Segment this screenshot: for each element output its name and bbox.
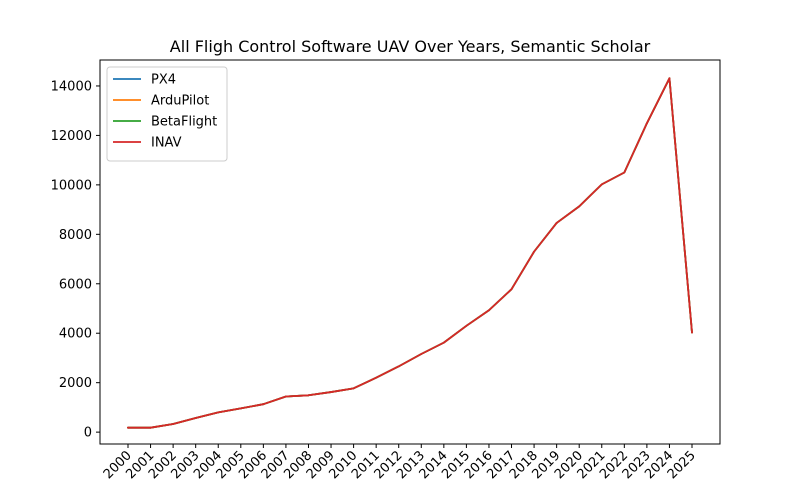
data-point-inav-2023 xyxy=(645,122,648,125)
data-point-inav-2015 xyxy=(465,324,468,327)
data-point-inav-2008 xyxy=(307,394,310,397)
data-point-inav-2024 xyxy=(668,77,671,80)
legend-label-px4: PX4 xyxy=(151,73,176,88)
legend: PX4 ArduPilot BetaFlight INAV xyxy=(106,66,228,162)
data-point-inav-2000 xyxy=(127,426,129,429)
y-tick-label: 4000 xyxy=(59,327,92,342)
legend-label-inav: INAV xyxy=(151,136,182,151)
data-point-inav-2016 xyxy=(488,309,490,312)
y-tick-label: 6000 xyxy=(59,277,92,292)
series-layer xyxy=(127,77,693,429)
data-point-inav-2005 xyxy=(239,407,242,410)
data-point-inav-2004 xyxy=(217,411,220,414)
data-point-inav-2025 xyxy=(691,331,693,334)
y-tick-label: 14000 xyxy=(51,79,92,94)
y-tick-label: 8000 xyxy=(59,228,92,243)
y-axis: 0 2000 4000 6000 8000 10000 12000 14000 xyxy=(51,79,100,441)
data-point-inav-2020 xyxy=(578,205,581,208)
legend-label-ardupilot: ArduPilot xyxy=(151,94,209,109)
series-line-inav xyxy=(127,77,693,429)
data-point-inav-2011 xyxy=(375,376,378,379)
data-point-inav-2012 xyxy=(397,365,400,368)
data-point-inav-2018 xyxy=(533,250,535,253)
y-tick-label: 12000 xyxy=(51,129,92,144)
chart-title: All Fligh Control Software UAV Over Year… xyxy=(170,37,651,56)
y-tick-label: 0 xyxy=(84,426,92,441)
data-point-inav-2001 xyxy=(149,426,152,429)
data-point-inav-2017 xyxy=(510,288,513,291)
legend-label-betaflight: BetaFlight xyxy=(151,115,217,130)
data-point-inav-2014 xyxy=(442,341,445,344)
data-point-inav-2019 xyxy=(555,222,558,224)
y-tick-label: 2000 xyxy=(59,376,92,391)
data-point-inav-2013 xyxy=(420,353,423,355)
y-tick-label: 10000 xyxy=(51,178,92,193)
legend-box xyxy=(106,66,228,162)
plot-area-frame xyxy=(99,59,721,445)
data-point-inav-2007 xyxy=(285,395,287,398)
data-point-inav-2010 xyxy=(352,387,355,390)
data-point-inav-2003 xyxy=(194,417,197,419)
data-point-inav-2002 xyxy=(172,423,175,425)
data-point-inav-2021 xyxy=(600,183,603,186)
data-point-inav-2009 xyxy=(330,391,332,393)
data-point-inav-2022 xyxy=(623,171,626,174)
data-point-inav-2006 xyxy=(262,403,265,406)
